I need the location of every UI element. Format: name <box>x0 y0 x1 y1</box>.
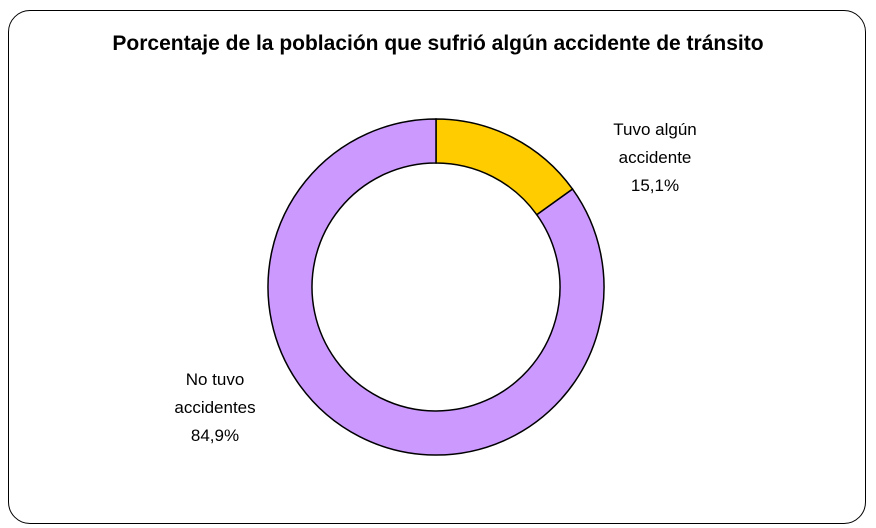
value-label: 84,9% <box>190 426 240 445</box>
value-label: 15,1% <box>630 176 680 195</box>
data-label: No tuvo accidentes 84,9% <box>140 366 290 450</box>
chart-title: Porcentaje de la población que sufrió al… <box>112 32 764 55</box>
category-label: Tuvo algún accidente <box>613 120 697 167</box>
category-label: No tuvo accidentes <box>174 370 256 417</box>
donut-segment <box>267 118 605 456</box>
data-label: Tuvo algún accidente 15,1% <box>580 116 730 200</box>
chart-frame <box>8 10 866 524</box>
donut-segment <box>435 118 574 216</box>
